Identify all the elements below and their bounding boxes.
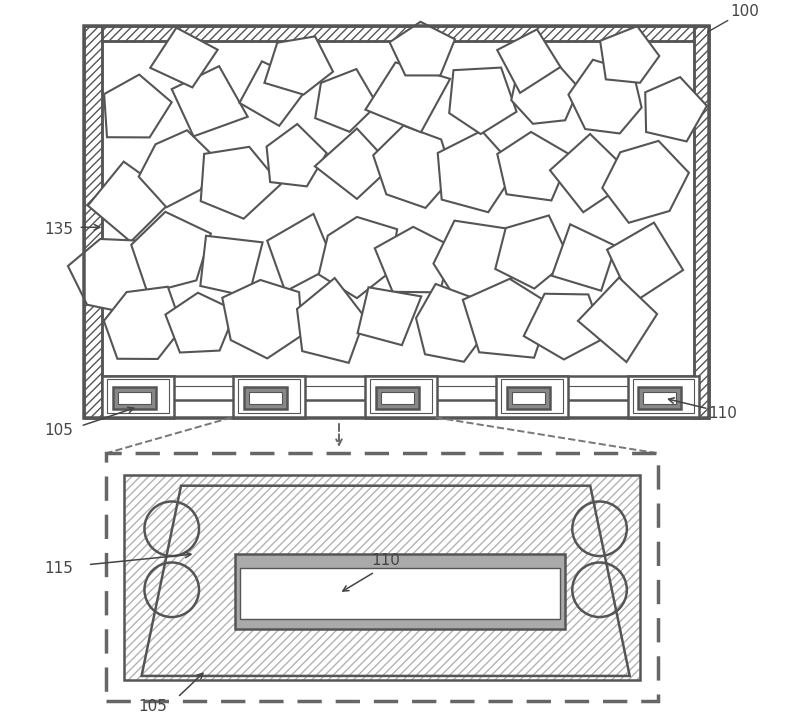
Polygon shape [267, 214, 335, 291]
Polygon shape [434, 221, 511, 308]
Text: 110: 110 [371, 553, 400, 568]
Polygon shape [68, 239, 155, 313]
Bar [107, 379, 169, 413]
Bar [627, 376, 699, 418]
Bar [124, 475, 641, 679]
Bar [84, 27, 102, 418]
Text: 135: 135 [45, 222, 74, 237]
Polygon shape [318, 217, 397, 298]
Bar [113, 388, 156, 409]
Polygon shape [172, 66, 248, 137]
Bar [124, 475, 641, 679]
Polygon shape [315, 129, 392, 199]
Polygon shape [138, 130, 214, 207]
Bar [244, 388, 287, 409]
Polygon shape [104, 75, 172, 137]
Polygon shape [265, 37, 333, 95]
Polygon shape [495, 216, 570, 288]
Polygon shape [201, 147, 281, 219]
Bar [365, 376, 437, 418]
Polygon shape [607, 223, 683, 303]
Polygon shape [222, 280, 302, 358]
Polygon shape [578, 278, 657, 362]
Bar [118, 393, 151, 404]
Polygon shape [131, 212, 211, 293]
Polygon shape [315, 69, 378, 132]
Polygon shape [498, 132, 571, 201]
Bar [370, 379, 431, 413]
Bar [375, 388, 418, 409]
Polygon shape [390, 22, 455, 75]
Bar [496, 376, 568, 418]
Bar [240, 568, 560, 619]
Polygon shape [602, 141, 689, 223]
Bar [633, 379, 694, 413]
Bar [102, 27, 694, 41]
Polygon shape [497, 29, 561, 93]
Polygon shape [569, 60, 642, 134]
Text: 105: 105 [138, 699, 167, 713]
Polygon shape [266, 124, 326, 186]
Bar [381, 393, 414, 404]
Bar [84, 27, 709, 418]
Bar [502, 379, 563, 413]
Polygon shape [88, 162, 174, 242]
Bar [234, 376, 306, 418]
Polygon shape [524, 294, 604, 360]
Bar [102, 41, 694, 400]
Polygon shape [646, 77, 707, 142]
Polygon shape [374, 226, 451, 293]
Polygon shape [166, 293, 236, 352]
Bar [238, 379, 300, 413]
Polygon shape [297, 278, 365, 363]
Bar [643, 393, 676, 404]
Polygon shape [463, 279, 552, 358]
Polygon shape [366, 63, 450, 132]
Text: 115: 115 [45, 561, 74, 576]
Bar [84, 27, 709, 418]
Polygon shape [416, 284, 487, 362]
Text: 100: 100 [730, 4, 759, 19]
Polygon shape [104, 287, 182, 359]
Polygon shape [239, 61, 310, 126]
Polygon shape [358, 288, 422, 345]
Polygon shape [449, 68, 517, 134]
Bar [106, 454, 658, 701]
Text: 110: 110 [709, 406, 738, 421]
Polygon shape [550, 134, 635, 212]
Bar [235, 554, 565, 629]
Polygon shape [438, 131, 517, 212]
Bar [638, 388, 682, 409]
Polygon shape [374, 126, 453, 208]
Bar [512, 393, 545, 404]
Polygon shape [150, 28, 218, 88]
Bar [694, 27, 709, 418]
Bar [507, 388, 550, 409]
Text: 105: 105 [45, 423, 74, 438]
Polygon shape [200, 236, 262, 297]
Bar [102, 376, 174, 418]
Polygon shape [511, 62, 579, 124]
Polygon shape [600, 26, 659, 83]
Polygon shape [552, 224, 616, 290]
Bar [250, 393, 282, 404]
